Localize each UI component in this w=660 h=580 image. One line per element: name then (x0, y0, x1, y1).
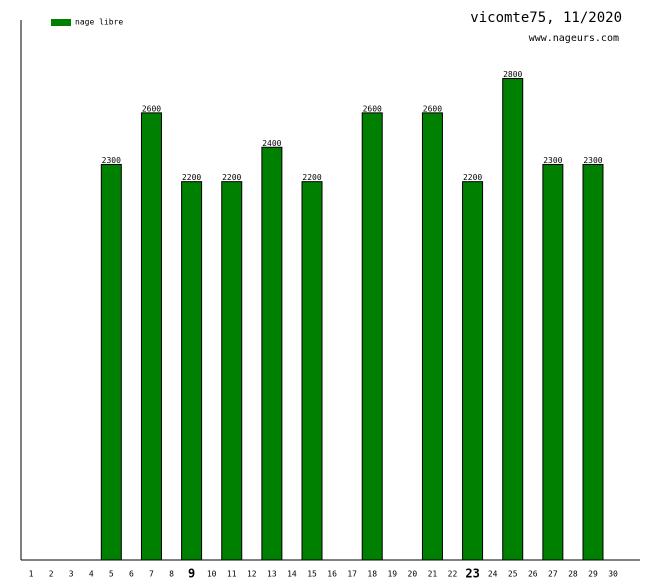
bar (502, 77, 524, 561)
bar (421, 112, 443, 561)
x-tick-label: 6 (129, 570, 134, 579)
x-tick-label: 8 (169, 570, 174, 579)
x-tick-label: 13 (267, 570, 277, 579)
x-tick-label: 19 (387, 570, 397, 579)
bar (582, 163, 604, 561)
x-tick-label: 5 (109, 570, 114, 579)
x-tick-label: 30 (608, 570, 618, 579)
x-tick-label: 4 (89, 570, 94, 579)
bar (542, 163, 564, 561)
x-tick-label: 11 (227, 570, 237, 579)
value-label: 2800 (503, 70, 522, 79)
x-tick-label: 16 (327, 570, 337, 579)
value-label: 2600 (142, 104, 161, 113)
value-label: 2300 (543, 156, 562, 165)
legend-label: nage libre (75, 18, 123, 27)
x-tick-label: 2 (49, 570, 54, 579)
x-tick-label: 14 (287, 570, 297, 579)
value-label: 2400 (262, 139, 281, 148)
x-tick-label: 26 (528, 570, 538, 579)
value-label: 2200 (302, 173, 321, 182)
value-label: 2300 (583, 156, 602, 165)
bar (100, 163, 122, 561)
x-tick-label: 24 (488, 570, 498, 579)
value-label: 2200 (182, 173, 201, 182)
value-label: 2600 (423, 104, 442, 113)
bar (261, 146, 283, 561)
bar (140, 112, 162, 561)
value-label: 2200 (222, 173, 241, 182)
x-tick-label: 18 (367, 570, 377, 579)
x-tick-label: 20 (408, 570, 418, 579)
x-tick-label: 25 (508, 570, 518, 579)
x-tick-label: 22 (448, 570, 458, 579)
x-tick-label: 28 (568, 570, 578, 579)
x-tick-label: 15 (307, 570, 317, 579)
x-tick-label: 9 (188, 567, 195, 580)
bar (221, 181, 243, 561)
bar (181, 181, 203, 561)
x-tick-label: 10 (207, 570, 217, 579)
value-label: 2600 (363, 104, 382, 113)
x-tick-label: 21 (428, 570, 438, 579)
x-tick-label: 17 (347, 570, 357, 579)
x-tick-label: 27 (548, 570, 558, 579)
x-tick-label: 7 (149, 570, 154, 579)
value-label: 2300 (102, 156, 121, 165)
x-tick-label: 1 (29, 570, 34, 579)
value-label: 2200 (463, 173, 482, 182)
x-tick-label: 23 (465, 567, 479, 580)
chart-subtitle: www.nageurs.com (529, 33, 619, 44)
x-tick-label: 12 (247, 570, 257, 579)
legend-swatch (51, 19, 71, 26)
x-tick-label: 29 (588, 570, 598, 579)
bar (301, 181, 323, 561)
chart-title: vicomte75, 11/2020 (470, 10, 622, 26)
x-tick-label: 3 (69, 570, 74, 579)
bar (361, 112, 383, 561)
bar (462, 181, 484, 561)
